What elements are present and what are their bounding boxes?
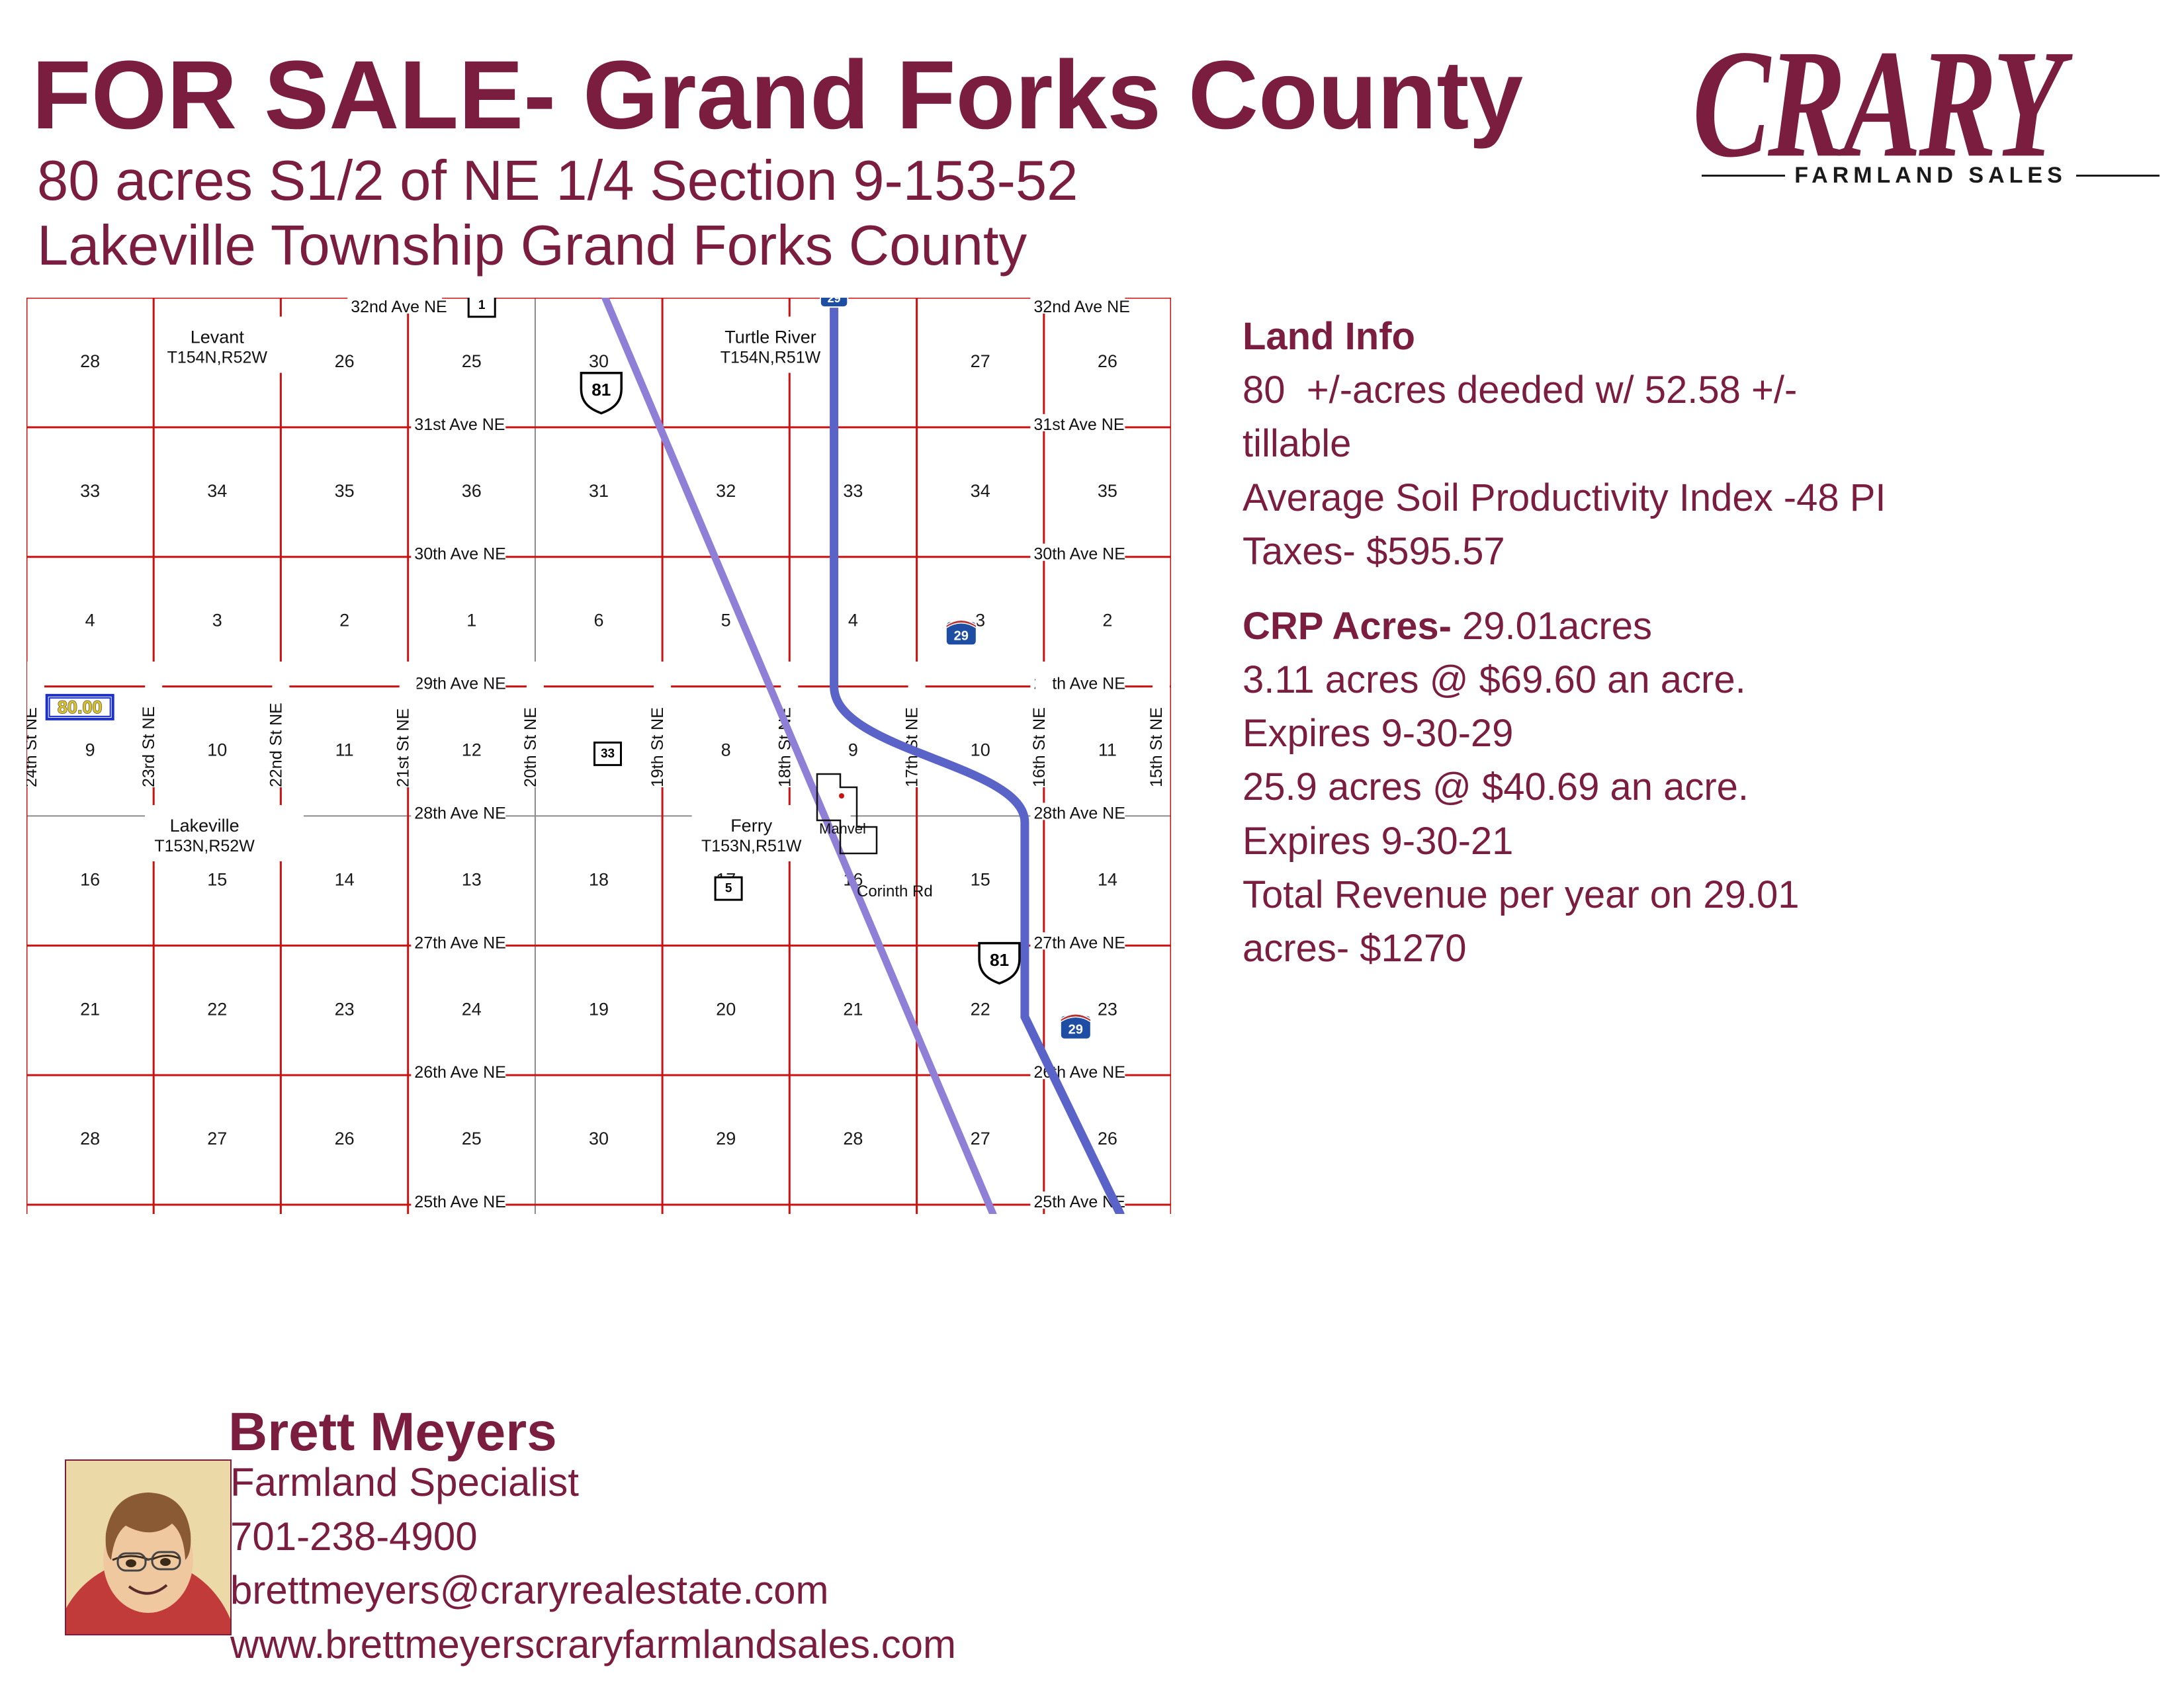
svg-text:19th St NE: 19th St NE	[648, 707, 667, 787]
svg-text:32: 32	[716, 481, 736, 501]
svg-text:31: 31	[589, 481, 609, 501]
svg-text:22: 22	[207, 999, 227, 1019]
svg-text:80.00: 80.00	[58, 697, 103, 717]
svg-text:23: 23	[335, 999, 355, 1019]
svg-text:29: 29	[828, 298, 841, 305]
svg-text:15: 15	[971, 870, 990, 890]
svg-text:23: 23	[1098, 999, 1117, 1019]
svg-text:26: 26	[1098, 351, 1117, 371]
svg-text:5: 5	[721, 611, 731, 630]
svg-text:1: 1	[478, 298, 486, 312]
svg-text:28: 28	[80, 1129, 100, 1148]
svg-text:30: 30	[589, 351, 609, 371]
svg-text:29: 29	[954, 628, 969, 643]
svg-text:27: 27	[971, 1129, 990, 1148]
svg-text:2: 2	[1102, 611, 1112, 630]
svg-text:33: 33	[601, 747, 615, 761]
svg-text:14: 14	[335, 870, 355, 890]
svg-text:33: 33	[843, 481, 863, 501]
svg-text:5: 5	[725, 882, 732, 896]
svg-text:28: 28	[843, 1129, 863, 1148]
svg-text:21: 21	[80, 999, 100, 1019]
svg-text:28th Ave NE: 28th Ave NE	[1033, 804, 1125, 822]
svg-text:35: 35	[335, 481, 355, 501]
svg-text:16: 16	[80, 870, 100, 890]
svg-text:27: 27	[971, 351, 990, 371]
svg-text:21st St NE: 21st St NE	[394, 709, 413, 788]
svg-text:24th St NE: 24th St NE	[26, 707, 40, 787]
svg-text:29: 29	[716, 1129, 736, 1148]
svg-text:36: 36	[462, 481, 482, 501]
svg-text:12: 12	[462, 740, 482, 760]
svg-text:15th St NE: 15th St NE	[1147, 707, 1166, 787]
svg-text:4: 4	[848, 611, 858, 630]
svg-text:29: 29	[1069, 1023, 1083, 1037]
svg-text:31st Ave NE: 31st Ave NE	[414, 415, 505, 434]
svg-text:T153N,R51W: T153N,R51W	[701, 837, 802, 855]
svg-text:35: 35	[1098, 481, 1117, 501]
svg-text:25: 25	[462, 1129, 482, 1148]
svg-text:27th Ave NE: 27th Ave NE	[1033, 933, 1125, 952]
svg-text:2: 2	[339, 611, 349, 630]
svg-text:32nd Ave NE: 32nd Ave NE	[351, 298, 447, 316]
svg-text:21: 21	[843, 999, 863, 1019]
svg-text:Levant: Levant	[191, 327, 245, 347]
svg-text:81: 81	[990, 950, 1009, 970]
svg-text:6: 6	[593, 611, 603, 630]
svg-text:34: 34	[971, 481, 990, 501]
svg-text:15: 15	[207, 870, 227, 890]
svg-text:23rd St NE: 23rd St NE	[140, 707, 158, 787]
svg-text:11: 11	[335, 740, 354, 760]
svg-text:Turtle River: Turtle River	[724, 327, 816, 347]
svg-text:26th Ave NE: 26th Ave NE	[414, 1063, 506, 1082]
svg-text:25th Ave NE: 25th Ave NE	[414, 1193, 506, 1211]
svg-text:29th Ave NE: 29th Ave NE	[414, 675, 506, 693]
svg-text:Corinth Rd: Corinth Rd	[857, 883, 933, 900]
svg-text:9: 9	[85, 740, 95, 760]
svg-text:13: 13	[462, 870, 482, 890]
svg-text:22: 22	[971, 999, 990, 1019]
svg-text:34: 34	[207, 481, 227, 501]
svg-text:9: 9	[848, 740, 858, 760]
svg-text:28th Ave NE: 28th Ave NE	[414, 804, 506, 822]
svg-text:20th St NE: 20th St NE	[521, 707, 540, 787]
svg-text:10: 10	[971, 740, 990, 760]
svg-text:30: 30	[589, 1129, 609, 1148]
svg-text:Manvel: Manvel	[819, 820, 866, 837]
svg-text:27th Ave NE: 27th Ave NE	[414, 933, 506, 952]
svg-text:81: 81	[591, 380, 611, 400]
svg-text:Lakeville: Lakeville	[170, 816, 240, 836]
svg-text:T154N,R51W: T154N,R51W	[721, 349, 821, 367]
svg-text:27: 27	[207, 1129, 227, 1148]
svg-text:T153N,R52W: T153N,R52W	[154, 837, 255, 855]
svg-text:22nd St NE: 22nd St NE	[267, 703, 285, 787]
svg-text:11: 11	[1098, 740, 1117, 760]
svg-text:Ferry: Ferry	[730, 816, 772, 836]
svg-text:26: 26	[335, 1129, 355, 1148]
svg-text:24: 24	[462, 999, 482, 1019]
svg-text:8: 8	[721, 740, 731, 760]
svg-text:T154N,R52W: T154N,R52W	[167, 349, 268, 367]
svg-text:25: 25	[462, 351, 482, 371]
svg-text:32nd Ave NE: 32nd Ave NE	[1033, 298, 1129, 316]
svg-text:20: 20	[716, 999, 736, 1019]
svg-text:10: 10	[207, 740, 227, 760]
svg-text:26: 26	[1098, 1129, 1117, 1148]
svg-text:33: 33	[80, 481, 100, 501]
svg-text:3: 3	[212, 611, 222, 630]
svg-text:19: 19	[589, 999, 609, 1019]
svg-text:1: 1	[466, 611, 476, 630]
svg-text:30th Ave NE: 30th Ave NE	[414, 545, 506, 564]
svg-text:14: 14	[1098, 870, 1117, 890]
svg-text:26: 26	[335, 351, 355, 371]
svg-text:16th St NE: 16th St NE	[1030, 707, 1049, 787]
svg-text:31st Ave NE: 31st Ave NE	[1033, 415, 1124, 434]
svg-text:30th Ave NE: 30th Ave NE	[1033, 545, 1125, 564]
svg-text:4: 4	[85, 611, 95, 630]
svg-text:28: 28	[80, 351, 100, 371]
svg-text:18: 18	[589, 870, 609, 890]
